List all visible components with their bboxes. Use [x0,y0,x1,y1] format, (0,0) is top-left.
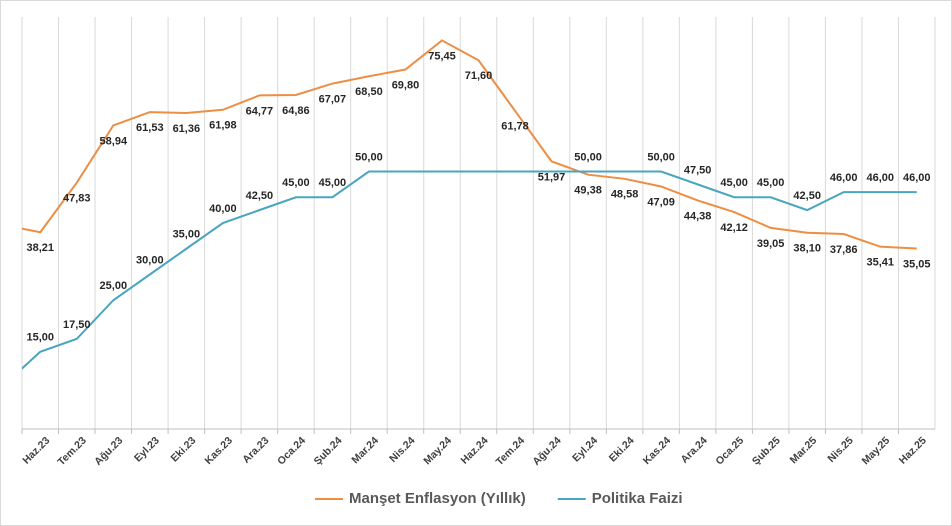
data-label: 37,86 [830,244,858,256]
data-label: 69,80 [392,79,420,91]
data-label: 71,60 [465,70,493,82]
data-label: 38,21 [26,242,54,254]
data-label: 47,09 [647,196,675,208]
data-label: 75,45 [428,50,456,62]
data-label: 51,97 [538,171,566,183]
data-label: 35,00 [173,229,201,241]
data-label: 45,00 [757,177,785,189]
data-label: 64,86 [282,105,310,117]
data-label: 50,00 [647,151,675,163]
data-label: 39,05 [757,238,785,250]
data-label: 61,36 [173,123,201,135]
data-label: 50,00 [574,151,602,163]
data-label: 47,83 [63,193,91,205]
data-label: 49,38 [574,185,602,197]
data-label: 46,00 [830,172,858,184]
data-label: 35,41 [866,257,894,269]
data-label: 46,00 [866,172,894,184]
data-label: 25,00 [100,280,128,292]
series-line [22,170,917,370]
data-label: 42,50 [793,190,821,202]
data-label: 61,98 [209,120,237,132]
data-label: 50,00 [355,151,383,163]
data-label: 48,58 [611,189,639,201]
legend-label: Manşet Enflasyon (Yıllık) [349,490,526,507]
data-label: 17,50 [63,319,91,331]
data-label: 58,94 [100,135,128,147]
data-label: 68,50 [355,86,383,98]
data-label: 44,38 [684,210,712,222]
data-label: 67,07 [319,93,347,105]
data-label: 64,77 [246,105,274,117]
data-label: 61,53 [136,122,164,134]
data-label: 46,00 [903,172,931,184]
data-label: 15,00 [26,332,54,344]
data-label: 47,50 [684,164,712,176]
data-label: 38,10 [793,243,821,255]
data-label: 35,05 [903,258,931,270]
data-label: 30,00 [136,254,164,266]
data-label: 45,00 [282,177,310,189]
data-label: 42,50 [246,190,274,202]
legend-label: Politika Faizi [592,490,683,507]
data-label: 40,00 [209,203,237,215]
data-label: 61,78 [501,121,529,133]
data-label: 42,12 [720,222,748,234]
data-label: 45,00 [720,177,748,189]
data-label: 45,00 [319,177,347,189]
series-line [22,39,917,250]
